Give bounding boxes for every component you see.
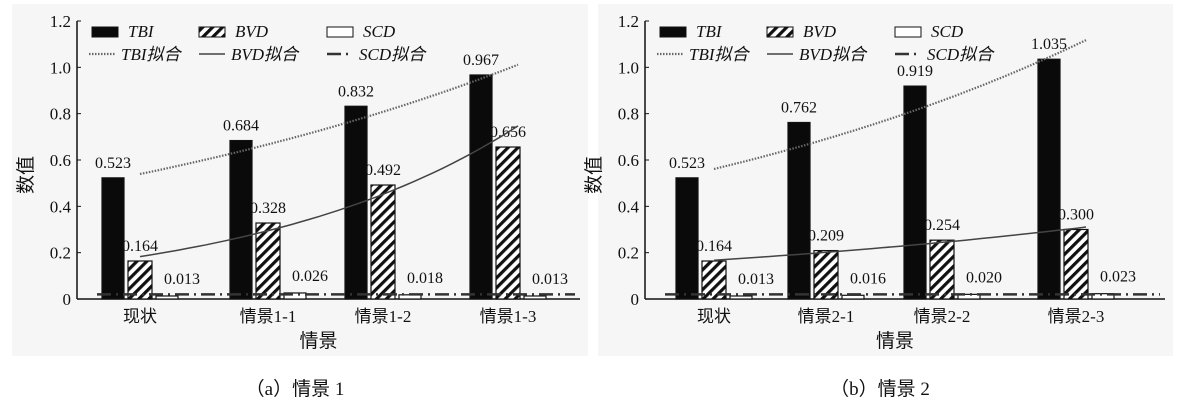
x-tick-label: 情景2-3: [1048, 307, 1105, 326]
x-axis-title: 情景: [299, 330, 337, 352]
bvd-bar: [495, 146, 521, 300]
scd-bar: [1091, 293, 1115, 300]
scd-value-label: 0.018: [407, 270, 443, 287]
y-tick-label: 1.2: [618, 12, 639, 31]
tbi-fit-line: [713, 39, 1087, 171]
scd-bar: [841, 294, 865, 300]
y-tick-label: 1.0: [50, 58, 71, 77]
y-tick-label: 0.8: [50, 105, 71, 124]
legend-fit-label-scd: SCD拟合: [359, 45, 427, 64]
bvd-bar: [127, 260, 153, 300]
y-tick-label: 0.2: [50, 244, 71, 263]
tbi-value-label: 0.762: [781, 99, 817, 116]
tbi-value-label: 0.684: [223, 118, 259, 135]
y-tick-label: 0: [631, 290, 640, 309]
tbi-bar: [469, 74, 493, 300]
tbi-value-label: 1.035: [1031, 36, 1067, 53]
bvd-bar: [929, 239, 955, 300]
scd-value-label: 0.013: [532, 271, 568, 288]
legend-swatch-scd: [894, 26, 922, 38]
bvd-fit-line: [139, 125, 519, 258]
legend-fit-label-tbi: TBI拟合: [689, 45, 750, 64]
y-tick-label: 0.6: [618, 151, 639, 170]
panel-caption: （b）情景 2: [830, 378, 930, 400]
x-tick-label: 现状: [697, 307, 731, 326]
legend-label-scd: SCD: [931, 22, 964, 41]
y-tick-label: 0.6: [50, 151, 71, 170]
legend-fit-label-bvd: BVD拟合: [231, 45, 300, 64]
bvd-value-label: 0.209: [808, 228, 844, 245]
y-tick-label: 0.4: [618, 197, 640, 216]
scd-bar: [283, 292, 307, 300]
y-tick-label: 0.2: [618, 244, 639, 263]
legend-swatch-tbi: [659, 26, 687, 38]
scd-bar: [957, 293, 981, 300]
legend-fit-label-scd: SCD拟合: [927, 45, 995, 64]
legend-swatch-bvd: [766, 26, 794, 38]
tbi-bar: [344, 105, 368, 300]
bvd-value-label: 0.300: [1058, 207, 1094, 224]
bvd-fit-line: [713, 226, 1087, 261]
bvd-value-label: 0.328: [250, 200, 286, 217]
scd-value-label: 0.013: [164, 271, 200, 288]
x-tick-label: 现状: [123, 307, 157, 326]
bvd-bar: [370, 184, 396, 300]
bvd-bar: [813, 249, 839, 300]
x-tick-label: 情景1-1: [240, 307, 297, 326]
tbi-bar: [903, 85, 927, 300]
scd-value-label: 0.013: [738, 271, 774, 288]
bvd-bar: [1063, 228, 1089, 300]
tbi-bar: [675, 177, 699, 300]
y-tick-label: 1.0: [618, 58, 639, 77]
y-tick-label: 0.4: [50, 197, 72, 216]
bvd-value-label: 0.254: [924, 217, 960, 234]
legend-label-tbi: TBI: [128, 22, 155, 41]
legend-fit-label-bvd: BVD拟合: [799, 45, 868, 64]
panel-caption: （a）情景 1: [246, 378, 345, 400]
x-tick-label: 情景1-2: [355, 307, 412, 326]
bvd-value-label: 0.164: [696, 238, 732, 255]
tbi-bar: [1037, 58, 1061, 300]
legend-label-bvd: BVD: [235, 22, 269, 41]
tbi-bar: [101, 177, 125, 300]
scd-bar: [523, 295, 547, 300]
tbi-bar: [787, 121, 811, 300]
scd-bar: [729, 295, 753, 300]
scd-value-label: 0.026: [292, 268, 328, 285]
x-tick-label: 情景2-2: [914, 307, 971, 326]
tbi-bar: [229, 139, 253, 300]
legend-fit-label-tbi: TBI拟合: [121, 45, 182, 64]
y-axis-title: 数值: [583, 156, 605, 194]
bvd-value-label: 0.164: [122, 238, 158, 255]
legend-label-tbi: TBI: [696, 22, 723, 41]
tbi-value-label: 0.919: [897, 63, 933, 80]
legend-label-bvd: BVD: [803, 22, 837, 41]
scd-value-label: 0.016: [850, 270, 886, 287]
x-tick-label: 情景2-1: [798, 307, 855, 326]
scd-value-label: 0.020: [966, 269, 1002, 286]
bvd-bar: [701, 260, 727, 300]
tbi-value-label: 0.967: [463, 52, 499, 69]
scd-value-label: 0.023: [1100, 269, 1136, 286]
y-tick-label: 1.2: [50, 12, 71, 31]
bvd-bar: [255, 222, 281, 300]
y-tick-label: 0.8: [618, 105, 639, 124]
tbi-value-label: 0.523: [669, 155, 705, 172]
legend-swatch-scd: [326, 26, 354, 38]
legend-swatch-bvd: [198, 26, 226, 38]
x-tick-label: 情景1-3: [480, 307, 537, 326]
tbi-value-label: 0.832: [338, 83, 374, 100]
y-tick-label: 0: [63, 290, 72, 309]
scd-bar: [155, 295, 179, 300]
tbi-value-label: 0.523: [95, 155, 131, 172]
x-axis-title: 情景: [876, 330, 914, 352]
bvd-value-label: 0.492: [365, 162, 401, 179]
legend-label-scd: SCD: [363, 22, 396, 41]
y-axis-title: 数值: [15, 156, 37, 194]
legend-swatch-tbi: [91, 26, 119, 38]
